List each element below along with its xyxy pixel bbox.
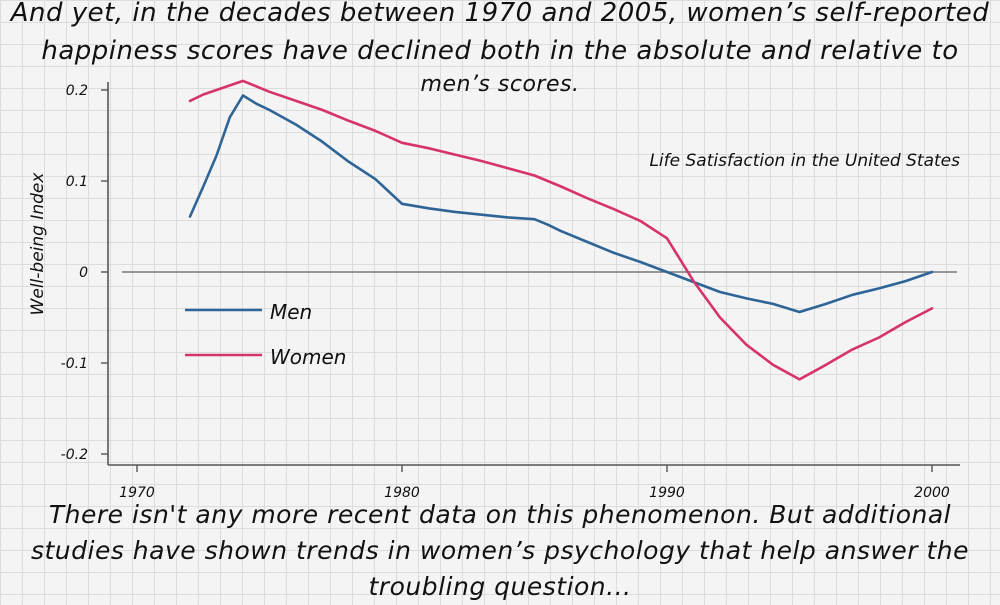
x-tick-label: 1990 xyxy=(649,485,685,501)
y-tick-label: 0 xyxy=(79,265,88,281)
y-tick-label: -0.1 xyxy=(61,356,88,372)
axes: 0.2 0.1 0 -0.1 -0.2 1970 1980 1990 2000 xyxy=(61,82,960,501)
chart-title: Life Satisfaction in the United States xyxy=(649,151,960,171)
caption-top-line-1: And yet, in the decades between 1970 and… xyxy=(10,0,990,28)
y-tick-label: -0.2 xyxy=(61,447,88,463)
legend-label-men: Men xyxy=(270,300,312,324)
series-lines xyxy=(188,79,934,381)
series-line-men xyxy=(188,94,934,314)
y-tick-label: 0.1 xyxy=(66,174,88,190)
legend: Men Women xyxy=(185,300,346,369)
legend-label-women: Women xyxy=(270,345,346,369)
x-tick-label: 1970 xyxy=(119,485,155,501)
caption-top-line-2: happiness scores have declined both in t… xyxy=(41,36,959,66)
y-axis-label: Well-being Index xyxy=(28,172,48,316)
caption-bottom-line-2: studies have shown trends in women’s psy… xyxy=(30,536,970,565)
caption-top: And yet, in the decades between 1970 and… xyxy=(0,0,1000,100)
series-line-women xyxy=(188,79,934,381)
caption-bottom-line-3: troubling question... xyxy=(368,572,632,601)
caption-bottom-line-1: There isn't any more recent data on this… xyxy=(48,500,952,529)
x-tick-label: 2000 xyxy=(914,485,950,501)
caption-bottom: There isn't any more recent data on this… xyxy=(0,497,1000,605)
x-tick-label: 1980 xyxy=(384,485,420,501)
y-tick-label: 0.2 xyxy=(66,83,88,99)
caption-top-line-3: men’s scores. xyxy=(420,72,580,97)
